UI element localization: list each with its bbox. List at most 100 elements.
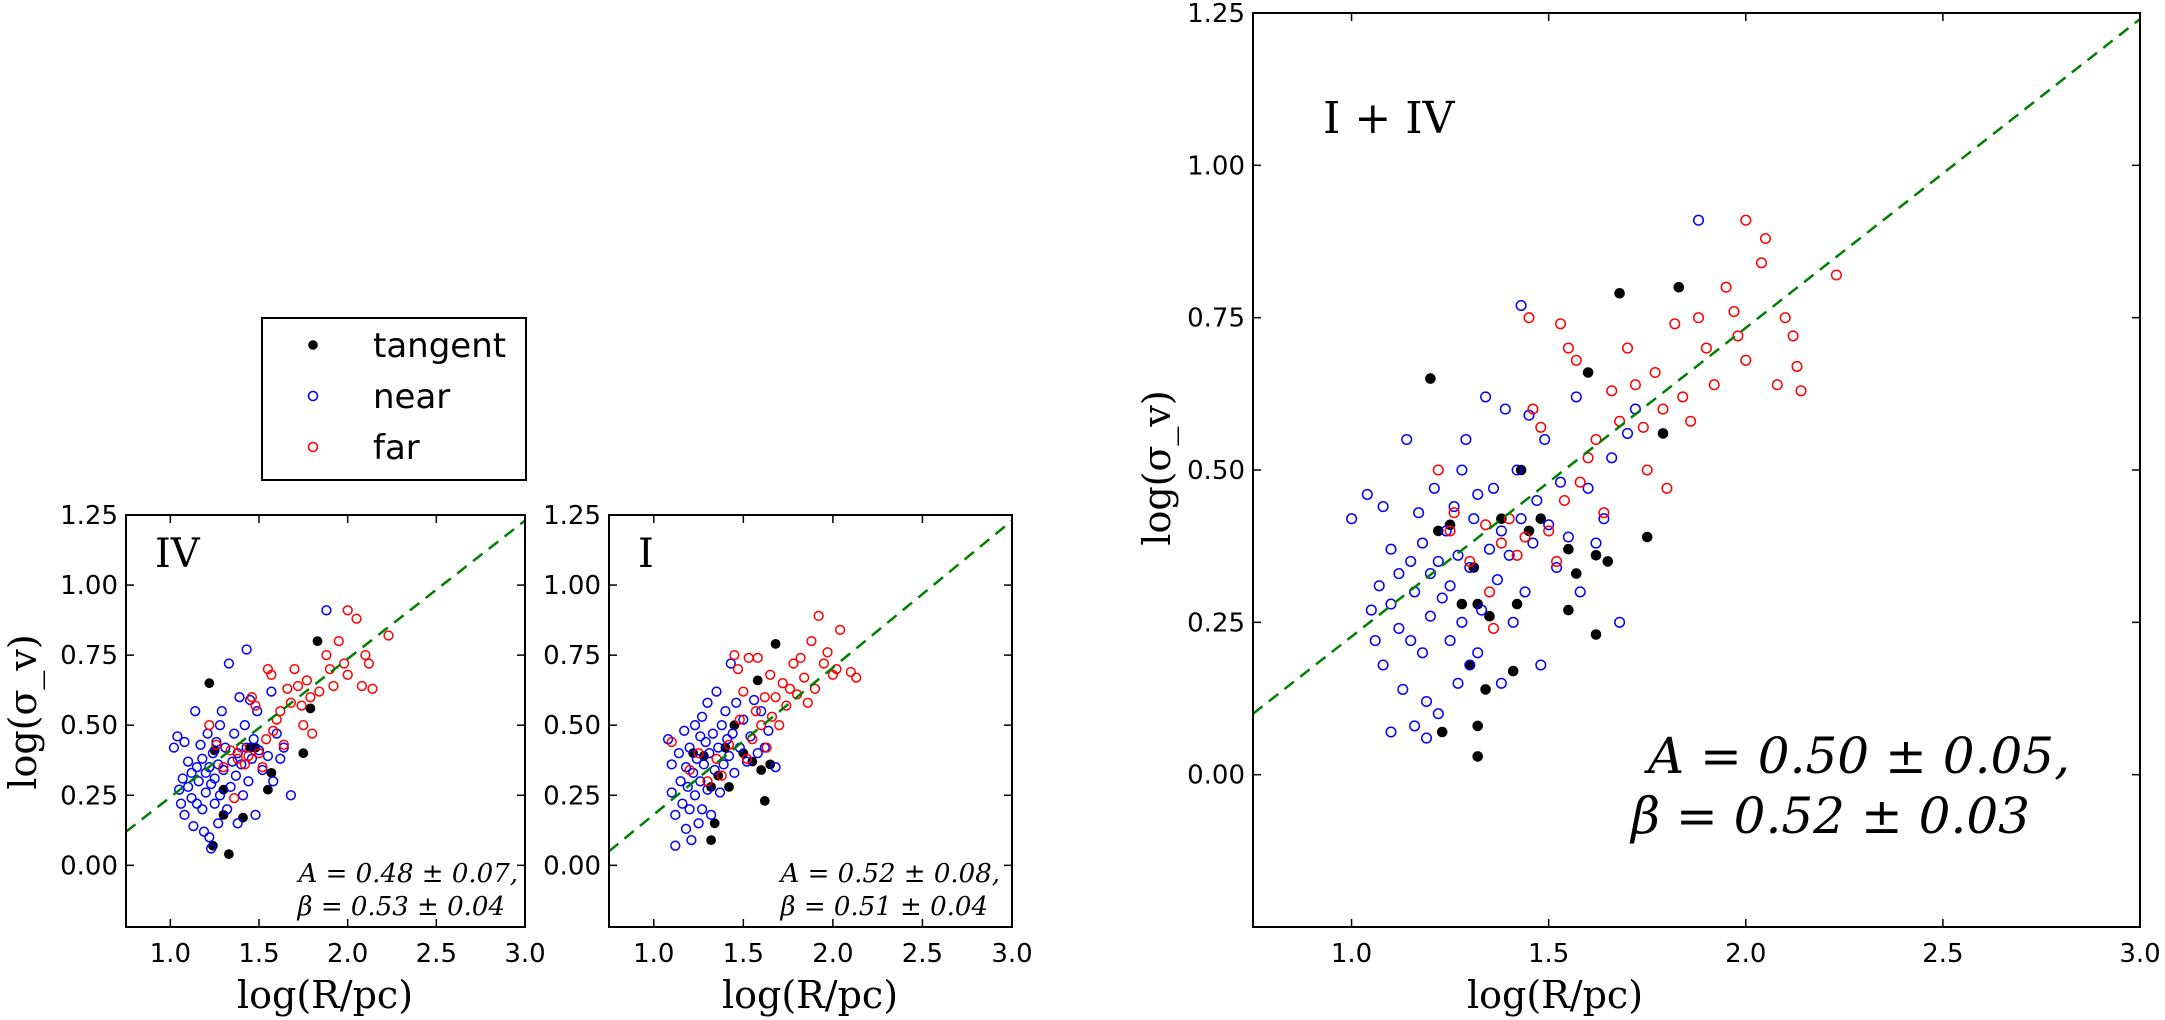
panel-i-plus-iv-point-near [1377,501,1389,513]
panel-i-plus-iv-point-near [1444,635,1456,647]
panel-i-plus-iv-point-near [1385,726,1397,738]
panel-i-plus-iv-point-near [1464,659,1476,671]
panel-i-plus-iv-point-near [1562,531,1574,543]
panel-i-plus-iv-point-near [1570,391,1582,403]
legend-marker-near [307,390,319,402]
panel-i-plus-iv-point-far [1621,342,1634,354]
panel-i-plus-iv-point-tangent [1590,550,1602,561]
panel-i-y-tick-label: 1.00 [543,571,601,601]
panel-i-plus-iv-point-near [1405,555,1417,567]
panel-i-plus-iv-point-near [1385,543,1397,555]
panel-iv-point-near [209,798,220,809]
panel-iv-y-tick-label: 0.50 [60,711,118,741]
panel-iv-point-near [275,753,286,764]
panel-i-plus-iv-x-axis-label: log(R/pc) [1467,973,1643,1017]
panel-i-plus-iv-point-far [1641,464,1653,476]
panel-i-point-near [666,759,677,770]
panel-iv-point-near [205,843,217,854]
panel-iv-y-tick-label: 0.00 [60,851,118,881]
panel-i-plus-iv-point-near [1448,501,1460,513]
panel-iv-point-near [229,728,240,739]
panel-i-plus-iv-point-near [1511,464,1523,476]
panel-i-plus-iv-point-near [1472,488,1484,500]
panel-iv-x-tick-label: 2.5 [416,939,457,969]
legend-item-near: near [307,377,450,417]
panel-i-point-near [670,840,681,851]
panel-i-plus-iv-point-near [1598,513,1610,525]
panel-iv-point-near [213,759,224,770]
panel-i-plus-iv-point-near [1432,555,1444,567]
legend-item-far: far [307,428,420,468]
panel-i-plus-iv-point-near [1452,549,1464,561]
panel-i-points [662,610,862,851]
panel-iv-x-tick-label: 1.0 [150,939,191,969]
panel-i-point-near [725,658,736,669]
panel-i-x-tick-label: 1.0 [633,939,674,969]
panel-iv-point-near [244,694,256,706]
panel-i-point-near [675,776,686,787]
panel-i-point-near [738,714,749,725]
panel-i-plus-iv-point-far [1740,214,1752,226]
panel-iv-point-near [188,820,199,832]
panel-iv-point-near [216,706,227,717]
panel-i-plus-iv-point-tangent [1563,604,1574,616]
panel-i-plus-iv-point-far [1464,555,1476,567]
panel-i-x-axis-label: log(R/pc) [722,973,898,1017]
panel-iv-point-near [182,756,194,767]
panel-i-plus-iv-point-near [1361,488,1373,500]
panel-iv-point-far [268,725,279,736]
panel-i-point-far [809,683,821,694]
panel-i-plus-iv-point-far [1562,342,1574,354]
panel-i-plus-iv-point-far [1598,507,1610,519]
panel-i-plus-iv-point-far [1444,525,1456,537]
panel-i-point-near [696,804,708,815]
panel-i-plus-iv-point-near [1590,537,1602,549]
panel-i-point-far [759,692,770,703]
panel-i-plus-iv-point-near [1543,519,1555,531]
panel-i-plus-iv-point-near [1515,513,1527,525]
panel-i-plus-iv-point-tangent [1425,373,1436,384]
panel-i-point-far [774,720,785,731]
panel-i-point-near [718,759,729,770]
panel-iv-point-far [204,720,215,731]
panel-i-plus-iv-point-far [1629,379,1641,391]
panel-i-plus-iv-point-near [1420,732,1433,744]
panel-iv-point-near [214,720,226,731]
panel-i-plus-iv-point-tangent [1511,598,1523,610]
panel-iv-point-near [221,804,233,815]
panel-i-plus-iv-point-near [1495,677,1507,689]
panel-i-plus-iv-point-near [1393,622,1405,634]
panel-i-plus-iv-fit-line [1252,18,2141,715]
panel-iv-point-tangent [263,784,273,795]
panel-iv-point-tangent [224,849,234,859]
panel-iv-point-near [200,787,211,798]
panel-iv-ticks: 1.0 1.5 2.0 2.5 3.0 0.00 0.25 0.50 0.75 1.00 1.25 [60,501,546,969]
panel-i-plus-iv-point-far [1685,415,1697,427]
panel-i-plus-iv-x-tick-label: 1.0 [1331,939,1372,969]
panel-i-plus-iv-point-near [1369,635,1381,647]
panel-i-plus-iv-point-far [1432,464,1444,476]
panel-i-point-near [702,697,713,708]
panel-i-plus-iv-point-far [1728,306,1740,318]
panel-iv-point-far [363,658,375,669]
panel-i-point-near [686,834,697,846]
panel-i-point-near [709,764,720,776]
panel-i-plus-iv-x-tick-label: 1.5 [1528,939,1569,969]
panel-i-plus-iv-point-far [1649,366,1661,379]
panel-i-plus-iv-y-axis-label: log(σ_v) [1135,390,1180,545]
panel-i-point-near [677,798,688,809]
panel-i-point-far [781,700,792,711]
panel-i-plus-iv-point-near [1432,708,1444,720]
panel-i-point-far [761,742,772,753]
panel-iv-point-tangent [204,678,215,689]
panel-i-plus-iv-point-near [1428,482,1440,494]
panel-i-plus-iv-point-near [1452,677,1464,689]
panel-iv-point-near [213,818,224,829]
panel-i-plus-iv-point-near [1385,598,1397,610]
panel-iv-x-tick-label: 3.0 [504,939,545,969]
panel-i-point-far [750,706,762,717]
panel-i-point-tangent [765,759,776,770]
panel-i-point-far [845,666,856,678]
panel-i-point-near [714,787,726,798]
